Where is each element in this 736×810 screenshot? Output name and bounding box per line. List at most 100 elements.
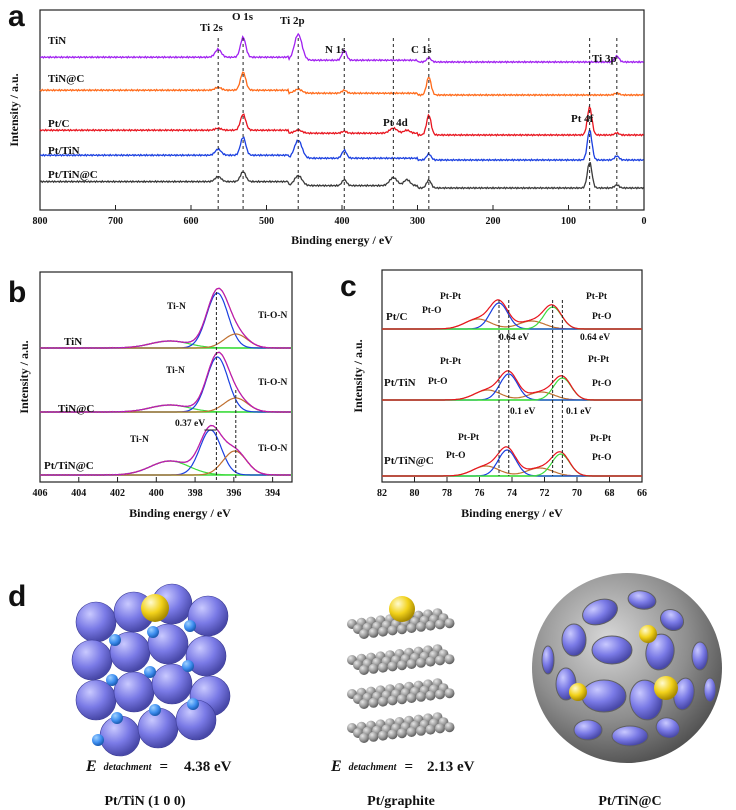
panel-b-ti-o-n-label: Ti-O-N	[258, 311, 288, 321]
sphere-pore	[573, 719, 603, 741]
panel-b-tick-label: 394	[265, 488, 280, 499]
titanium-atom	[144, 666, 156, 678]
carbon-atom	[359, 629, 369, 639]
panel-letter-d: d	[8, 580, 26, 613]
carbon-atom	[425, 656, 436, 667]
panel-c-pt-o-component	[382, 389, 642, 401]
peak-label-pt4d: Pt 4d	[383, 117, 408, 129]
panel-c-pt-o-label: Pt-O	[592, 312, 612, 322]
titanium-atom	[106, 674, 118, 686]
titanium-atom	[184, 620, 196, 632]
pt-graphite-model	[347, 596, 455, 743]
panel-c-pt-pt-label: Pt-Pt	[458, 433, 480, 443]
panel-c-shift-label: 0.64 eV	[499, 333, 529, 343]
panel-c-envelope	[382, 299, 642, 330]
panel-b-chart: Intensity / a.u. Binding energy / eV 406…	[17, 271, 293, 520]
nitrogen-atom	[151, 663, 193, 705]
panel-b-ti-o-n-label: Ti-O-N	[258, 378, 288, 388]
pt-tin-at-c-model	[532, 573, 722, 763]
panel-a-series-line	[40, 32, 644, 64]
carbon-atom	[397, 624, 407, 635]
panel-b-tick-label: 398	[188, 488, 203, 499]
sphere-pore	[581, 679, 627, 713]
panel-a-xlabel: Binding energy / eV	[291, 233, 393, 247]
carbon-atom	[378, 730, 388, 741]
energy-equals: =	[159, 759, 168, 775]
energy-symbol: E	[330, 758, 342, 775]
platinum-atom	[569, 683, 587, 701]
panel-c-series-label: Pt/TiN@C	[384, 455, 434, 467]
carbon-atom	[444, 722, 455, 733]
panel-c-tick-label: 68	[605, 488, 615, 499]
sphere-pore	[541, 645, 555, 675]
panel-b-ti-n-label: Ti-N	[166, 366, 185, 376]
caption-pt-tin: Pt/TiN (1 0 0)	[104, 794, 185, 809]
carbon-atom	[435, 619, 445, 630]
panel-a-tick-label: 300	[410, 216, 425, 227]
panel-c-tick-label: 66	[637, 488, 647, 499]
carbon-atom	[387, 661, 398, 672]
panel-c-pt-pt-label: Pt-Pt	[588, 355, 610, 365]
panel-a-series-label: Pt/C	[48, 118, 69, 130]
panel-a-tick-label: 600	[184, 216, 199, 227]
panel-c-pt-o-label: Pt-O	[592, 379, 612, 389]
carbon-atom	[378, 696, 388, 707]
titanium-atom	[187, 698, 199, 710]
panel-a-frame	[39, 9, 645, 211]
energy-label-tin: E detachment = 4.38 eV	[85, 758, 232, 775]
panel-c-tick-label: 72	[540, 488, 550, 499]
panel-a-tick-label: 0	[642, 216, 647, 227]
panel-a-curves	[39, 32, 645, 190]
titanium-atom	[109, 634, 121, 646]
carbon-atom	[359, 733, 369, 743]
panel-a-ylabel: Intensity / a.u.	[7, 73, 21, 146]
panel-c-pt-o-label: Pt-O	[446, 451, 466, 461]
panel-c-ticks: 82 80 78 76 74 72 70 68 66	[377, 477, 647, 499]
panel-c-shift-label: 0.64 eV	[580, 333, 610, 343]
carbon-atom	[416, 621, 426, 632]
panel-b-series-label: TiN	[64, 336, 82, 348]
panel-b-ti-n-label: Ti-N	[167, 302, 186, 312]
panel-a-chart: Intensity / a.u. Binding energy / eV 800…	[7, 9, 647, 247]
carbon-atom	[368, 697, 379, 708]
carbon-atom	[397, 694, 407, 705]
panel-c-pt-o-component	[382, 465, 642, 477]
carbon-atom	[435, 655, 445, 666]
panel-a-series-line	[39, 130, 644, 162]
panel-a-series-line	[39, 161, 645, 190]
panel-c-tick-label: 78	[442, 488, 452, 499]
panel-a-tick-label: 400	[335, 216, 350, 227]
carbon-atom	[378, 662, 388, 673]
panel-a-tick-label: 800	[33, 216, 48, 227]
panel-b-raw-spectrum	[39, 351, 292, 414]
panel-letter-a: a	[8, 0, 25, 33]
panel-b-shift-label: 0.37 eV	[175, 419, 205, 429]
panel-a-series-line	[39, 105, 644, 137]
platinum-atom	[141, 594, 169, 622]
panel-a-series-label: TiN	[48, 35, 66, 47]
panel-c-shift-label: 0.1 eV	[566, 407, 591, 417]
peak-label-ti3p: Ti 3p	[592, 53, 617, 65]
energy-symbol: E	[85, 758, 97, 775]
panel-a-series-label: TiN@C	[48, 73, 84, 85]
panel-b-xlabel: Binding energy / eV	[129, 506, 231, 520]
panel-c-series-label: Pt/C	[386, 311, 407, 323]
panel-b-ti-n-label: Ti-N	[130, 435, 149, 445]
panel-c-tick-label: 70	[572, 488, 582, 499]
titanium-atom	[149, 704, 161, 716]
carbon-atom	[406, 727, 417, 737]
sphere-pore	[703, 677, 717, 703]
titanium-atom	[92, 734, 104, 746]
titanium-atom	[147, 626, 159, 638]
panel-c-tick-label: 76	[475, 488, 485, 499]
panel-b-series-label: Pt/TiN@C	[44, 460, 94, 472]
panel-a-peak-markers	[217, 38, 618, 210]
nitrogen-atom	[75, 601, 117, 643]
panel-b-tick-label: 396	[226, 488, 241, 499]
panel-c-tick-label: 82	[377, 488, 387, 499]
sphere-pore	[582, 598, 618, 626]
panel-a-series-label: Pt/TiN	[48, 145, 80, 157]
carbon-atom	[387, 729, 398, 740]
sphere-pore	[659, 608, 685, 632]
